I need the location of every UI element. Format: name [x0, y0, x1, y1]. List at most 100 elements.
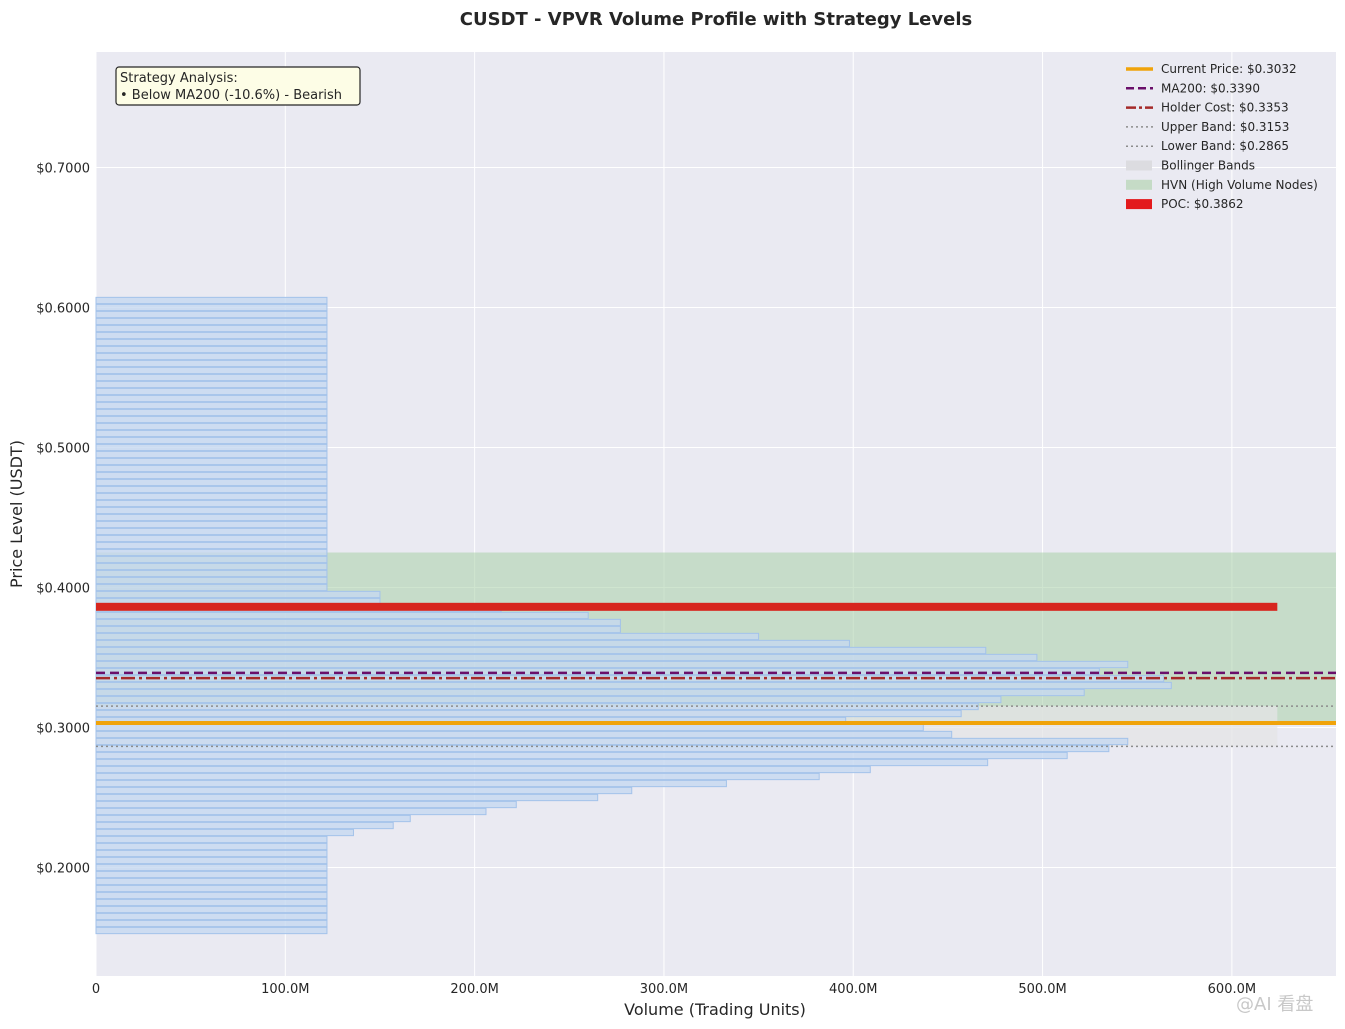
volume-bar [95, 443, 328, 452]
volume-bar [95, 765, 871, 774]
volume-bar [95, 296, 328, 305]
volume-bar [95, 569, 328, 578]
volume-bar [95, 366, 328, 375]
y-tick-label: $0.7000 [36, 162, 90, 177]
volume-bar [95, 408, 328, 417]
volume-bar [95, 870, 328, 879]
volume-bar [95, 506, 328, 515]
volume-bar [95, 471, 328, 480]
volume-bar [95, 660, 1129, 669]
watermark: @AI 看盘 [1236, 994, 1313, 1015]
watermark-text: @AI 看盘 [1236, 994, 1313, 1015]
y-axis-label: Price Level (USDT) [7, 440, 26, 588]
x-tick-label: 500.0M [1018, 982, 1066, 997]
volume-bar [95, 499, 328, 508]
legend-label: Lower Band: $0.2865 [1161, 139, 1289, 153]
volume-bar [95, 639, 850, 648]
volume-bar [95, 618, 621, 627]
y-tick-label: $0.6000 [36, 302, 90, 317]
volume-bar [95, 779, 727, 788]
volume-bar [95, 345, 328, 354]
annotation-box [115, 66, 361, 106]
legend-swatch [1126, 179, 1152, 190]
volume-bar [95, 359, 328, 368]
volume-bar [95, 457, 328, 466]
tick-labels: 0 100.0M 200.0M 300.0M 400.0M 500.0M 600.0M $0.… [36, 162, 1256, 998]
volume-bar [95, 919, 328, 928]
volume-bar [95, 912, 328, 921]
volume-bar [95, 856, 328, 865]
volume-bar [95, 450, 328, 459]
volume-bar [95, 849, 328, 858]
volume-bar [95, 842, 328, 851]
legend-swatch [1126, 160, 1152, 171]
volume-bar [95, 737, 1129, 746]
legend-swatch [1126, 199, 1152, 210]
volume-bar [95, 303, 328, 312]
volume-bar [95, 772, 820, 781]
x-tick-label: 0 [92, 982, 100, 997]
strategy-annotation: Strategy Analysis: • Below MA200 (-10.6%… [115, 66, 361, 106]
strategy-lines [96, 602, 1336, 748]
volume-bar [95, 653, 1038, 662]
volume-bar [95, 576, 328, 585]
x-tick-label: 600.0M [1208, 982, 1256, 997]
y-tick-label: $0.4000 [36, 582, 90, 597]
volume-bar [95, 527, 328, 536]
volume-bar [95, 891, 328, 900]
y-tick-label: $0.3000 [36, 722, 90, 737]
volume-bars [95, 296, 1172, 935]
volume-bar [95, 373, 328, 382]
volume-bar [95, 625, 621, 634]
volume-bar [95, 583, 328, 592]
volume-bar [95, 800, 517, 809]
volume-bar [95, 758, 989, 767]
volume-bar [95, 415, 328, 424]
y-tick-label: $0.5000 [36, 442, 90, 457]
volume-bar [95, 520, 328, 529]
volume-bar [95, 898, 328, 907]
volume-bar [95, 422, 328, 431]
volume-bar [95, 464, 328, 473]
volume-bar [95, 401, 328, 410]
volume-bar [95, 646, 987, 655]
volume-bar [95, 331, 328, 340]
volume-bar [95, 744, 1110, 753]
legend: Current Price: $0.3032 MA200: $0.3390 Hold… [1126, 62, 1318, 211]
volume-bar [95, 429, 328, 438]
legend-label: POC: $0.3862 [1161, 197, 1244, 211]
volume-bar [95, 590, 381, 599]
volume-bar [95, 877, 328, 886]
volume-bar [95, 317, 328, 326]
volume-bar [95, 884, 328, 893]
volume-bar [95, 513, 328, 522]
x-tick-label: 400.0M [829, 982, 877, 997]
annotation-line-2: • Below MA200 (-10.6%) - Bearish [120, 88, 342, 103]
volume-bar [95, 709, 962, 718]
volume-bar [95, 541, 328, 550]
volume-bar [95, 548, 328, 557]
x-tick-label: 200.0M [450, 982, 498, 997]
volume-bar [95, 436, 328, 445]
volume-bar [95, 863, 328, 872]
x-tick-label: 100.0M [261, 982, 309, 997]
volume-bar [95, 723, 924, 732]
volume-bar [95, 821, 394, 830]
volume-bar [95, 905, 328, 914]
volume-bar [95, 667, 1100, 676]
volume-bar [95, 814, 411, 823]
annotation-line-1: Strategy Analysis: [120, 71, 238, 86]
volume-bar [95, 394, 328, 403]
volume-bar [95, 380, 328, 389]
legend-label: Bollinger Bands [1161, 159, 1255, 173]
legend-label: Holder Cost: $0.3353 [1161, 101, 1289, 115]
volume-bar [95, 793, 599, 802]
volume-bar [95, 751, 1068, 760]
volume-bar [95, 730, 953, 739]
volume-bar [95, 807, 487, 816]
volume-bar [95, 310, 328, 319]
volume-bar [95, 387, 328, 396]
poc-bar [96, 602, 1278, 611]
volume-bar [95, 611, 589, 620]
